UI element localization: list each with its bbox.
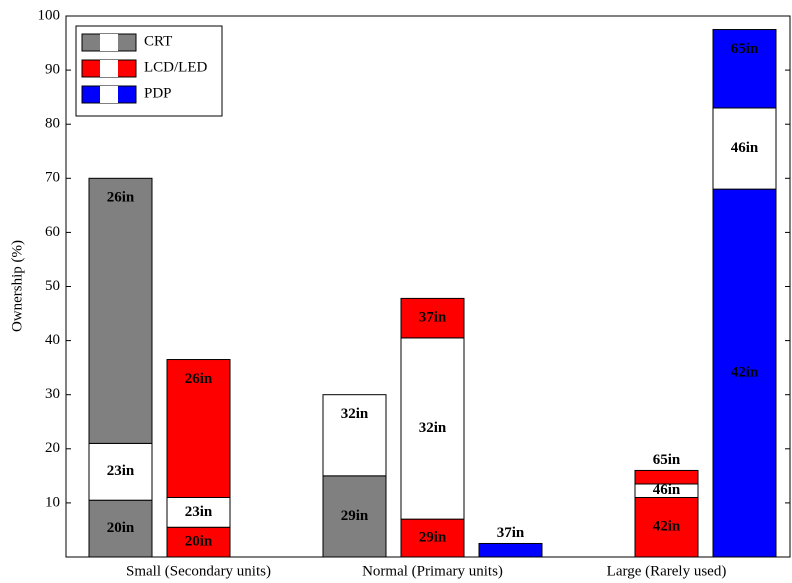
y-tick-label: 80 [45,116,60,132]
x-tick-label: Large (Rarely used) [607,563,727,579]
bar-segment [712,188,777,558]
bar-segment [400,518,465,558]
bar-segment [634,469,699,485]
bar-segment [712,29,777,109]
x-tick-label: Small (Secondary units) [126,563,271,579]
bar-segment [712,107,777,190]
bar-segment [478,542,543,558]
segment-label: 26in [107,190,135,206]
legend-label: PDP [144,85,172,101]
bar-segment [322,394,387,477]
bar-segment [166,496,231,528]
segment-label: 46in [731,140,759,156]
y-tick-label: 40 [45,332,60,348]
segment-label: 26in [185,371,213,387]
bar-segment [88,177,153,444]
y-tick-label: 70 [45,170,60,186]
y-tick-label: 50 [45,278,60,294]
segment-label: 65in [731,41,759,57]
legend-patch-mid [100,86,118,103]
y-tick-label: 30 [45,386,60,402]
segment-label: 37in [497,525,525,541]
segment-label: 20in [107,520,135,536]
segment-label: 42in [653,519,681,535]
legend-label: CRT [144,33,172,49]
segment-label: 29in [341,508,369,524]
segment-label: 20in [185,534,213,550]
y-axis-label: Ownership (%) [9,240,25,332]
y-tick-label: 100 [38,7,61,23]
bar-segment [88,442,153,501]
segment-label: 32in [419,420,447,436]
y-tick-label: 60 [45,224,60,240]
segment-label: 42in [731,364,759,380]
bar-segment [166,359,231,498]
segment-label: 23in [185,504,213,520]
segment-label: 65in [653,452,681,468]
segment-label: 32in [341,406,369,422]
bar-segment [400,297,465,339]
y-tick-label: 20 [45,440,60,456]
legend-label: LCD/LED [144,59,207,75]
segment-label: 37in [419,310,447,326]
bar-segment [88,499,153,558]
segment-label: 23in [107,463,135,479]
segment-label: 46in [653,482,681,498]
bar-segment [400,337,465,520]
segment-label: 29in [419,530,447,546]
bar-segment [634,496,699,558]
x-tick-label: Normal (Primary units) [362,563,503,579]
legend-patch-mid [100,34,118,51]
y-tick-label: 10 [45,494,60,510]
legend-patch-mid [100,60,118,77]
y-tick-label: 90 [45,62,60,78]
